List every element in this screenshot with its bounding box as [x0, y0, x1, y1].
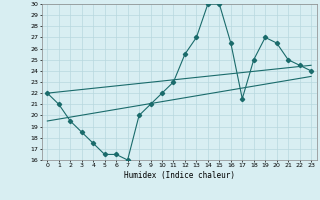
X-axis label: Humidex (Indice chaleur): Humidex (Indice chaleur) — [124, 171, 235, 180]
